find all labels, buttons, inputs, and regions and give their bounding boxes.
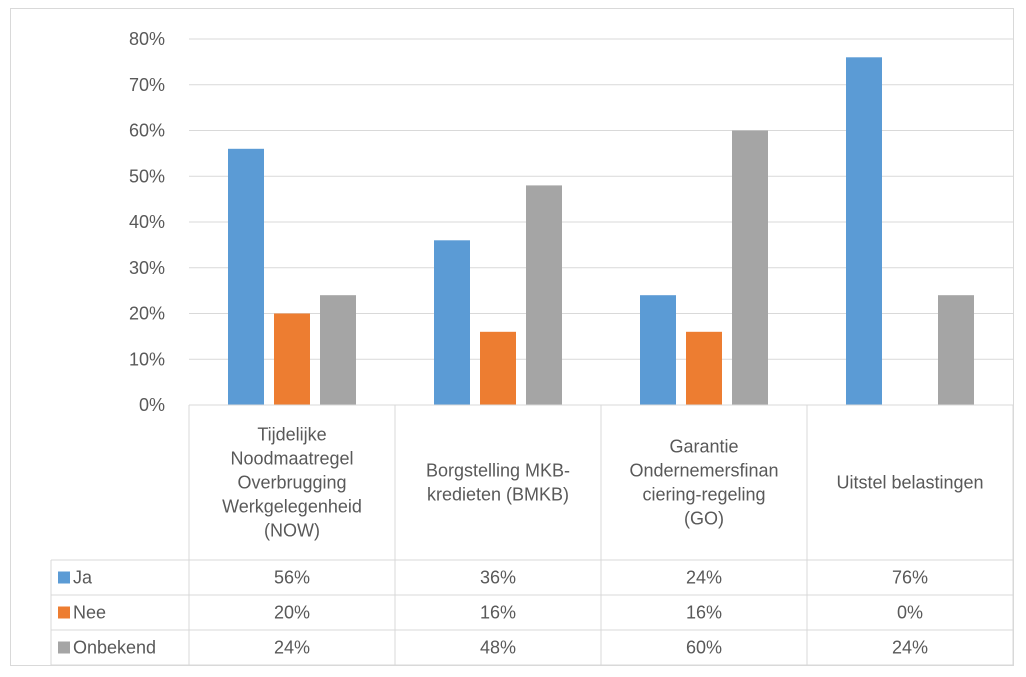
bar-onbekend-0 — [320, 295, 356, 405]
table-cell: 56% — [274, 568, 310, 588]
y-tick-label: 10% — [129, 349, 165, 369]
bar-ja-3 — [846, 57, 882, 406]
legend-key-ja — [58, 571, 70, 584]
y-tick-label: 30% — [129, 258, 165, 278]
bar-onbekend-2 — [732, 130, 768, 405]
bar-onbekend-1 — [526, 185, 562, 405]
table-cell: 0% — [897, 603, 923, 623]
legend-key-onbekend — [58, 641, 70, 654]
bar-nee-0 — [274, 313, 310, 405]
chart-svg: 0% 10% 20% 30% 40% 50% 60% 70% 80% Tijdelijke Noo… — [50, 29, 1014, 666]
legend-label-ja: Ja — [73, 568, 93, 588]
table-cell: 36% — [480, 568, 516, 588]
table-cell: 16% — [480, 603, 516, 623]
category-label: Garantie Ondernemersfinan ciering-regeling… — [629, 437, 778, 529]
gridlines — [189, 38, 1013, 406]
table-cell: 20% — [274, 603, 310, 623]
bar-ja-2 — [640, 295, 676, 405]
bar-ja-1 — [434, 240, 470, 405]
bar-onbekend-3 — [938, 295, 974, 405]
table-cell: 76% — [892, 568, 928, 588]
bars — [228, 57, 974, 406]
table-cell: 16% — [686, 603, 722, 623]
chart-frame: 0% 10% 20% 30% 40% 50% 60% 70% 80% Tijdelijke Noo… — [10, 8, 1014, 666]
y-tick-label: 80% — [129, 29, 165, 49]
y-tick-label: 50% — [129, 166, 165, 186]
table-cell: 48% — [480, 638, 516, 658]
data-table: Tijdelijke Noodmaatregel Overbrugging Werkg… — [50, 404, 1014, 666]
legend-key-nee — [58, 606, 70, 619]
table-cell: 24% — [892, 638, 928, 658]
legend-label-onbekend: Onbekend — [73, 638, 156, 658]
bar-nee-2 — [686, 331, 722, 405]
y-tick-label: 20% — [129, 304, 165, 324]
y-tick-label: 60% — [129, 121, 165, 141]
category-label: Borgstelling MKB-kredieten (BMKB) — [426, 461, 570, 505]
table-cell: 24% — [274, 638, 310, 658]
y-tick-label: 40% — [129, 212, 165, 232]
y-axis-ticks: 0% 10% 20% 30% 40% 50% 60% 70% 80% — [129, 29, 165, 415]
bar-ja-0 — [228, 148, 264, 406]
legend-label-nee: Nee — [73, 603, 106, 623]
table-cell: 60% — [686, 638, 722, 658]
table-cell: 24% — [686, 568, 722, 588]
y-tick-label: 0% — [139, 395, 165, 415]
bar-nee-1 — [480, 331, 516, 405]
y-tick-label: 70% — [129, 75, 165, 95]
category-label: Tijdelijke Noodmaatregel Overbrugging Werkg… — [222, 425, 362, 541]
category-label: Uitstel belastingen — [836, 473, 983, 493]
